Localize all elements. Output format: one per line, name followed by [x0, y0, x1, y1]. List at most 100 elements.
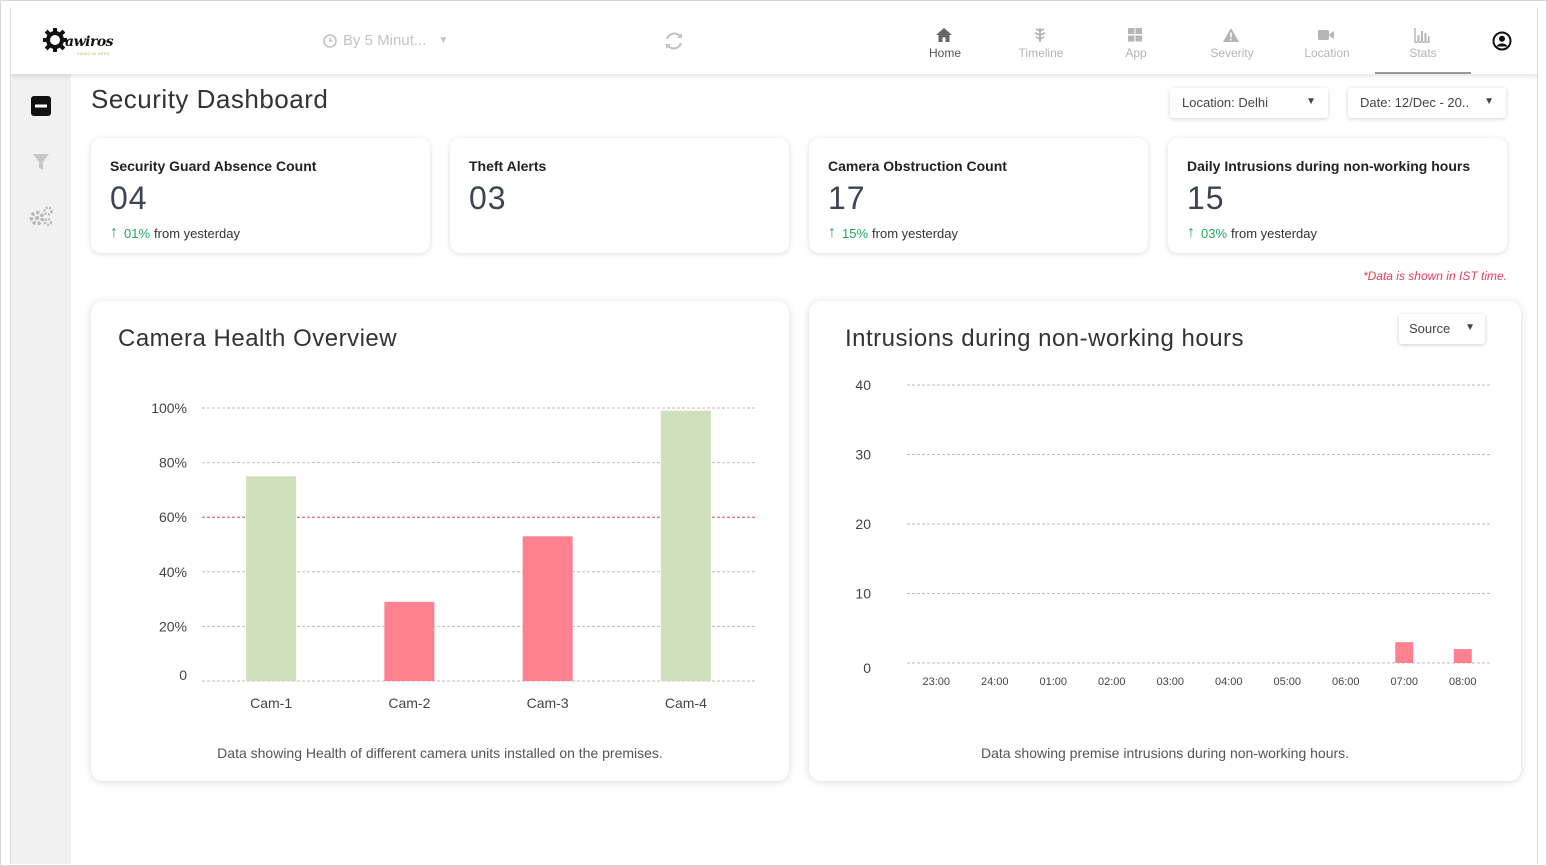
x-tick-label: 07:00 — [1390, 676, 1418, 688]
logo-text: awiros — [65, 34, 114, 50]
chevron-down-icon: ▼ — [438, 35, 449, 46]
date-filter-dropdown[interactable]: Date: 12/Dec - 20.. ▼ — [1348, 88, 1506, 118]
kpi-title: Theft Alerts — [469, 158, 547, 174]
nav-home-label: Home — [928, 46, 961, 60]
y-tick-label: 40 — [855, 377, 871, 393]
timeline-icon — [1034, 28, 1046, 42]
kpi-delta-percent: 03% — [1201, 225, 1228, 241]
x-tick-label: Cam-4 — [665, 695, 707, 711]
x-tick-label: 02:00 — [1098, 676, 1126, 688]
refresh-icon[interactable] — [663, 30, 685, 52]
kpi-value: 04 — [110, 180, 148, 216]
x-tick-label: 06:00 — [1332, 676, 1360, 688]
kpi-card-daily-intrusions[interactable]: Daily Intrusions during non-working hour… — [1168, 138, 1507, 253]
nav-home[interactable]: Home — [897, 8, 993, 74]
y-tick-label: 20 — [855, 516, 871, 532]
bar-chart-icon — [1414, 28, 1430, 43]
home-icon — [936, 28, 952, 42]
kpi-delta-text: from yesterday — [154, 225, 241, 241]
interval-label: By 5 Minut... — [343, 32, 427, 49]
warning-icon — [1223, 28, 1239, 42]
settings-icon[interactable] — [27, 205, 55, 227]
arrow-up-icon: ↑ — [828, 224, 836, 241]
intrusions-panel: Intrusions during non-working hours 0 10 2… — [809, 301, 1521, 781]
x-tick-label: 24:00 — [981, 676, 1009, 688]
logo-subtext: VIDEO AI APPS — [77, 51, 110, 56]
location-filter-label: Location: Delhi — [1182, 95, 1268, 110]
filter-icon[interactable] — [30, 151, 52, 173]
y-tick-label: 0 — [863, 660, 871, 676]
page-title: Security Dashboard — [91, 84, 329, 114]
camera-icon — [1318, 30, 1334, 40]
y-tick-label: 100% — [151, 400, 187, 416]
kpi-delta-percent: 15% — [842, 225, 869, 241]
nav-location-label: Location — [1304, 46, 1350, 60]
arrow-up-icon: ↑ — [110, 224, 118, 241]
x-tick-label: 08:00 — [1449, 676, 1477, 688]
top-navbar: awiros VIDEO AI APPS By 5 Minut... ▼ Hom… — [11, 8, 1537, 74]
x-tick-label: Cam-1 — [250, 695, 292, 711]
clock-icon — [323, 33, 337, 48]
source-filter-dropdown[interactable]: Source ▼ — [1399, 314, 1485, 344]
date-filter-label: Date: 12/Dec - 20.. — [1360, 95, 1470, 110]
kpi-delta: ↑ 03% from yesterday — [1187, 224, 1317, 242]
interval-dropdown[interactable]: By 5 Minut... ▼ — [323, 32, 448, 49]
chevron-down-icon: ▼ — [1484, 96, 1494, 107]
bar-07-00 — [1395, 642, 1414, 663]
nav-stats-label: Stats — [1409, 46, 1437, 60]
y-tick-label: 30 — [855, 447, 871, 463]
location-filter-dropdown[interactable]: Location: Delhi ▼ — [1170, 88, 1328, 118]
camera-health-panel: Camera Health Overview 0 20% 40% 60% 80% 100%… — [91, 301, 789, 781]
camera-health-chart: 0 20% 40% 60% 80% 100% Cam-1 Cam-2 Cam-3 Cam-4 — [151, 400, 755, 711]
kpi-delta-percent: 01% — [124, 225, 151, 241]
x-tick-label: 05:00 — [1273, 676, 1301, 688]
kpi-delta-text: from yesterday — [872, 225, 959, 241]
kpi-delta-text: from yesterday — [1231, 225, 1318, 241]
arrow-up-icon: ↑ — [1187, 224, 1195, 241]
kpi-card-theft-alerts[interactable]: Theft Alerts 03 — [450, 138, 789, 253]
x-tick-label: 01:00 — [1039, 676, 1067, 688]
kpi-delta: ↑ 01% from yesterday — [110, 224, 240, 242]
nav-severity[interactable]: Severity — [1184, 8, 1280, 74]
bar-cam-3 — [522, 536, 573, 681]
kpi-card-guard-absence[interactable]: Security Guard Absence Count 04 ↑ 01% fr… — [91, 138, 430, 253]
x-tick-label: 04:00 — [1215, 676, 1243, 688]
source-filter-label: Source — [1409, 321, 1451, 336]
kpi-card-camera-obstruction[interactable]: Camera Obstruction Count 17 ↑ 15% from y… — [809, 138, 1148, 253]
x-tick-label: 03:00 — [1156, 676, 1184, 688]
y-tick-label: 10 — [855, 586, 871, 602]
y-tick-label: 20% — [159, 618, 187, 634]
camera-health-caption: Data showing Health of different camera … — [217, 745, 663, 761]
kpi-value: 17 — [828, 180, 866, 216]
collapse-icon[interactable] — [30, 95, 52, 117]
intrusions-title: Intrusions during non-working hours — [845, 325, 1245, 352]
y-tick-label: 80% — [159, 455, 187, 471]
y-tick-label: 60% — [159, 509, 187, 525]
nav-timeline-label: Timeline — [1018, 46, 1064, 60]
x-tick-label: Cam-3 — [527, 695, 569, 711]
kpi-title: Camera Obstruction Count — [828, 158, 1007, 174]
bar-08-00 — [1453, 649, 1472, 663]
ist-time-note: *Data is shown in IST time. — [1362, 269, 1507, 283]
nav-stats[interactable]: Stats — [1375, 8, 1471, 74]
kpi-value: 15 — [1187, 180, 1225, 216]
nav-timeline[interactable]: Timeline — [993, 8, 1089, 74]
camera-health-title: Camera Health Overview — [118, 325, 398, 352]
user-profile-icon[interactable] — [1492, 31, 1512, 51]
x-tick-label: Cam-2 — [388, 695, 430, 711]
nav-severity-label: Severity — [1210, 46, 1254, 60]
nav-location[interactable]: Location — [1279, 8, 1375, 74]
intrusions-caption: Data showing premise intrusions during n… — [980, 745, 1350, 761]
kpi-delta: ↑ 15% from yesterday — [828, 224, 958, 242]
x-tick-label: 23:00 — [922, 676, 950, 688]
chevron-down-icon: ▼ — [1306, 96, 1316, 107]
kpi-value: 03 — [469, 180, 507, 216]
nav-app[interactable]: App — [1088, 8, 1184, 74]
y-tick-label: 0 — [179, 667, 187, 683]
kpi-title: Security Guard Absence Count — [110, 158, 317, 174]
y-tick-label: 40% — [159, 564, 187, 580]
bar-cam-4 — [660, 410, 711, 681]
awiros-logo[interactable]: awiros VIDEO AI APPS — [43, 24, 123, 58]
app-window: awiros VIDEO AI APPS By 5 Minut... ▼ Hom… — [10, 8, 1538, 864]
bar-cam-2 — [384, 601, 435, 681]
